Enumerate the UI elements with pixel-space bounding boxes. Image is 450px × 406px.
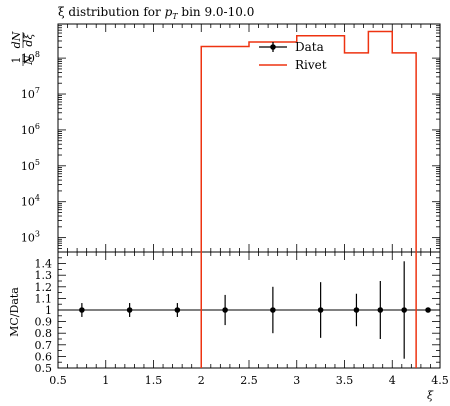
main-ytick-label: 103: [21, 230, 40, 245]
xtick-label: 2.5: [240, 374, 258, 387]
main-plot-frame: [57, 23, 441, 253]
main-ytick-label: 107: [21, 86, 40, 101]
main-ytick-label: 106: [21, 122, 40, 137]
data-ratio-point: [174, 307, 181, 313]
ratio-ytick-label: 1: [45, 304, 52, 317]
main-ticks: 103 104 105 106 107 108: [21, 25, 440, 253]
x-ticks: 0.5 1 1.5 2 2.5 3 3.5 4 4.5: [49, 24, 449, 387]
legend-data-marker: [270, 44, 276, 50]
main-ytick-label: 105: [21, 158, 40, 173]
main-ytick-label: 108: [21, 50, 40, 65]
svg-text:N: N: [22, 55, 35, 66]
data-ratio-points: [79, 261, 431, 359]
main-ylabel: 1 N dN dξ: [10, 31, 35, 66]
ratio-ytick-label: 1.3: [35, 269, 53, 282]
x-axis-label: ξ: [427, 389, 434, 402]
ratio-ytick-label: 0.9: [35, 316, 53, 329]
ratio-ytick-label: 0.5: [35, 362, 53, 375]
ratio-ticks: 0.50.60.70.80.911.11.21.31.4: [35, 251, 440, 375]
svg-text:dN: dN: [10, 31, 23, 48]
data-ratio-point: [401, 307, 407, 313]
xtick-label: 0.5: [49, 374, 67, 387]
legend: Data Rivet: [259, 40, 327, 72]
ratio-ytick-label: 1.4: [35, 258, 53, 271]
chart-title: ξ distribution for pT bin 9.0-10.0: [58, 5, 254, 21]
data-ratio-point: [126, 307, 133, 313]
xtick-label: 4.5: [431, 374, 449, 387]
data-ratio-point: [270, 307, 276, 313]
data-ratio-point: [353, 307, 360, 313]
ratio-ytick-label: 0.8: [35, 327, 53, 340]
rivet-ratio-line: [200, 252, 417, 368]
title-suffix: bin 9.0-10.0: [178, 5, 255, 19]
xtick-label: 3.5: [336, 374, 354, 387]
xtick-label: 1.5: [145, 374, 163, 387]
data-ratio-point: [425, 307, 431, 313]
data-ratio-point: [377, 307, 384, 313]
svg-text:dξ: dξ: [22, 33, 35, 47]
data-ratio-point: [317, 307, 324, 313]
title-var: p: [165, 5, 173, 19]
title-prefix: ξ distribution for: [58, 5, 165, 19]
rivet-histogram-line: [200, 30, 417, 252]
ratio-ytick-label: 0.6: [35, 350, 53, 363]
title-sub: T: [172, 12, 178, 21]
legend-data-label: Data: [295, 40, 324, 54]
ratio-ytick-label: 0.7: [35, 339, 53, 352]
ratio-ylabel: MC/Data: [8, 287, 21, 337]
xtick-label: 2: [198, 374, 205, 387]
data-ratio-point: [222, 307, 228, 313]
ratio-ytick-label: 1.2: [35, 281, 53, 294]
xtick-label: 3: [293, 374, 300, 387]
xtick-label: 1: [102, 374, 109, 387]
legend-rivet-label: Rivet: [295, 58, 327, 72]
xtick-label: 4: [389, 374, 396, 387]
ratio-ytick-label: 1.1: [35, 292, 53, 305]
data-ratio-point: [79, 307, 85, 313]
main-ytick-label: 104: [21, 194, 40, 209]
svg-text:1: 1: [10, 57, 23, 64]
